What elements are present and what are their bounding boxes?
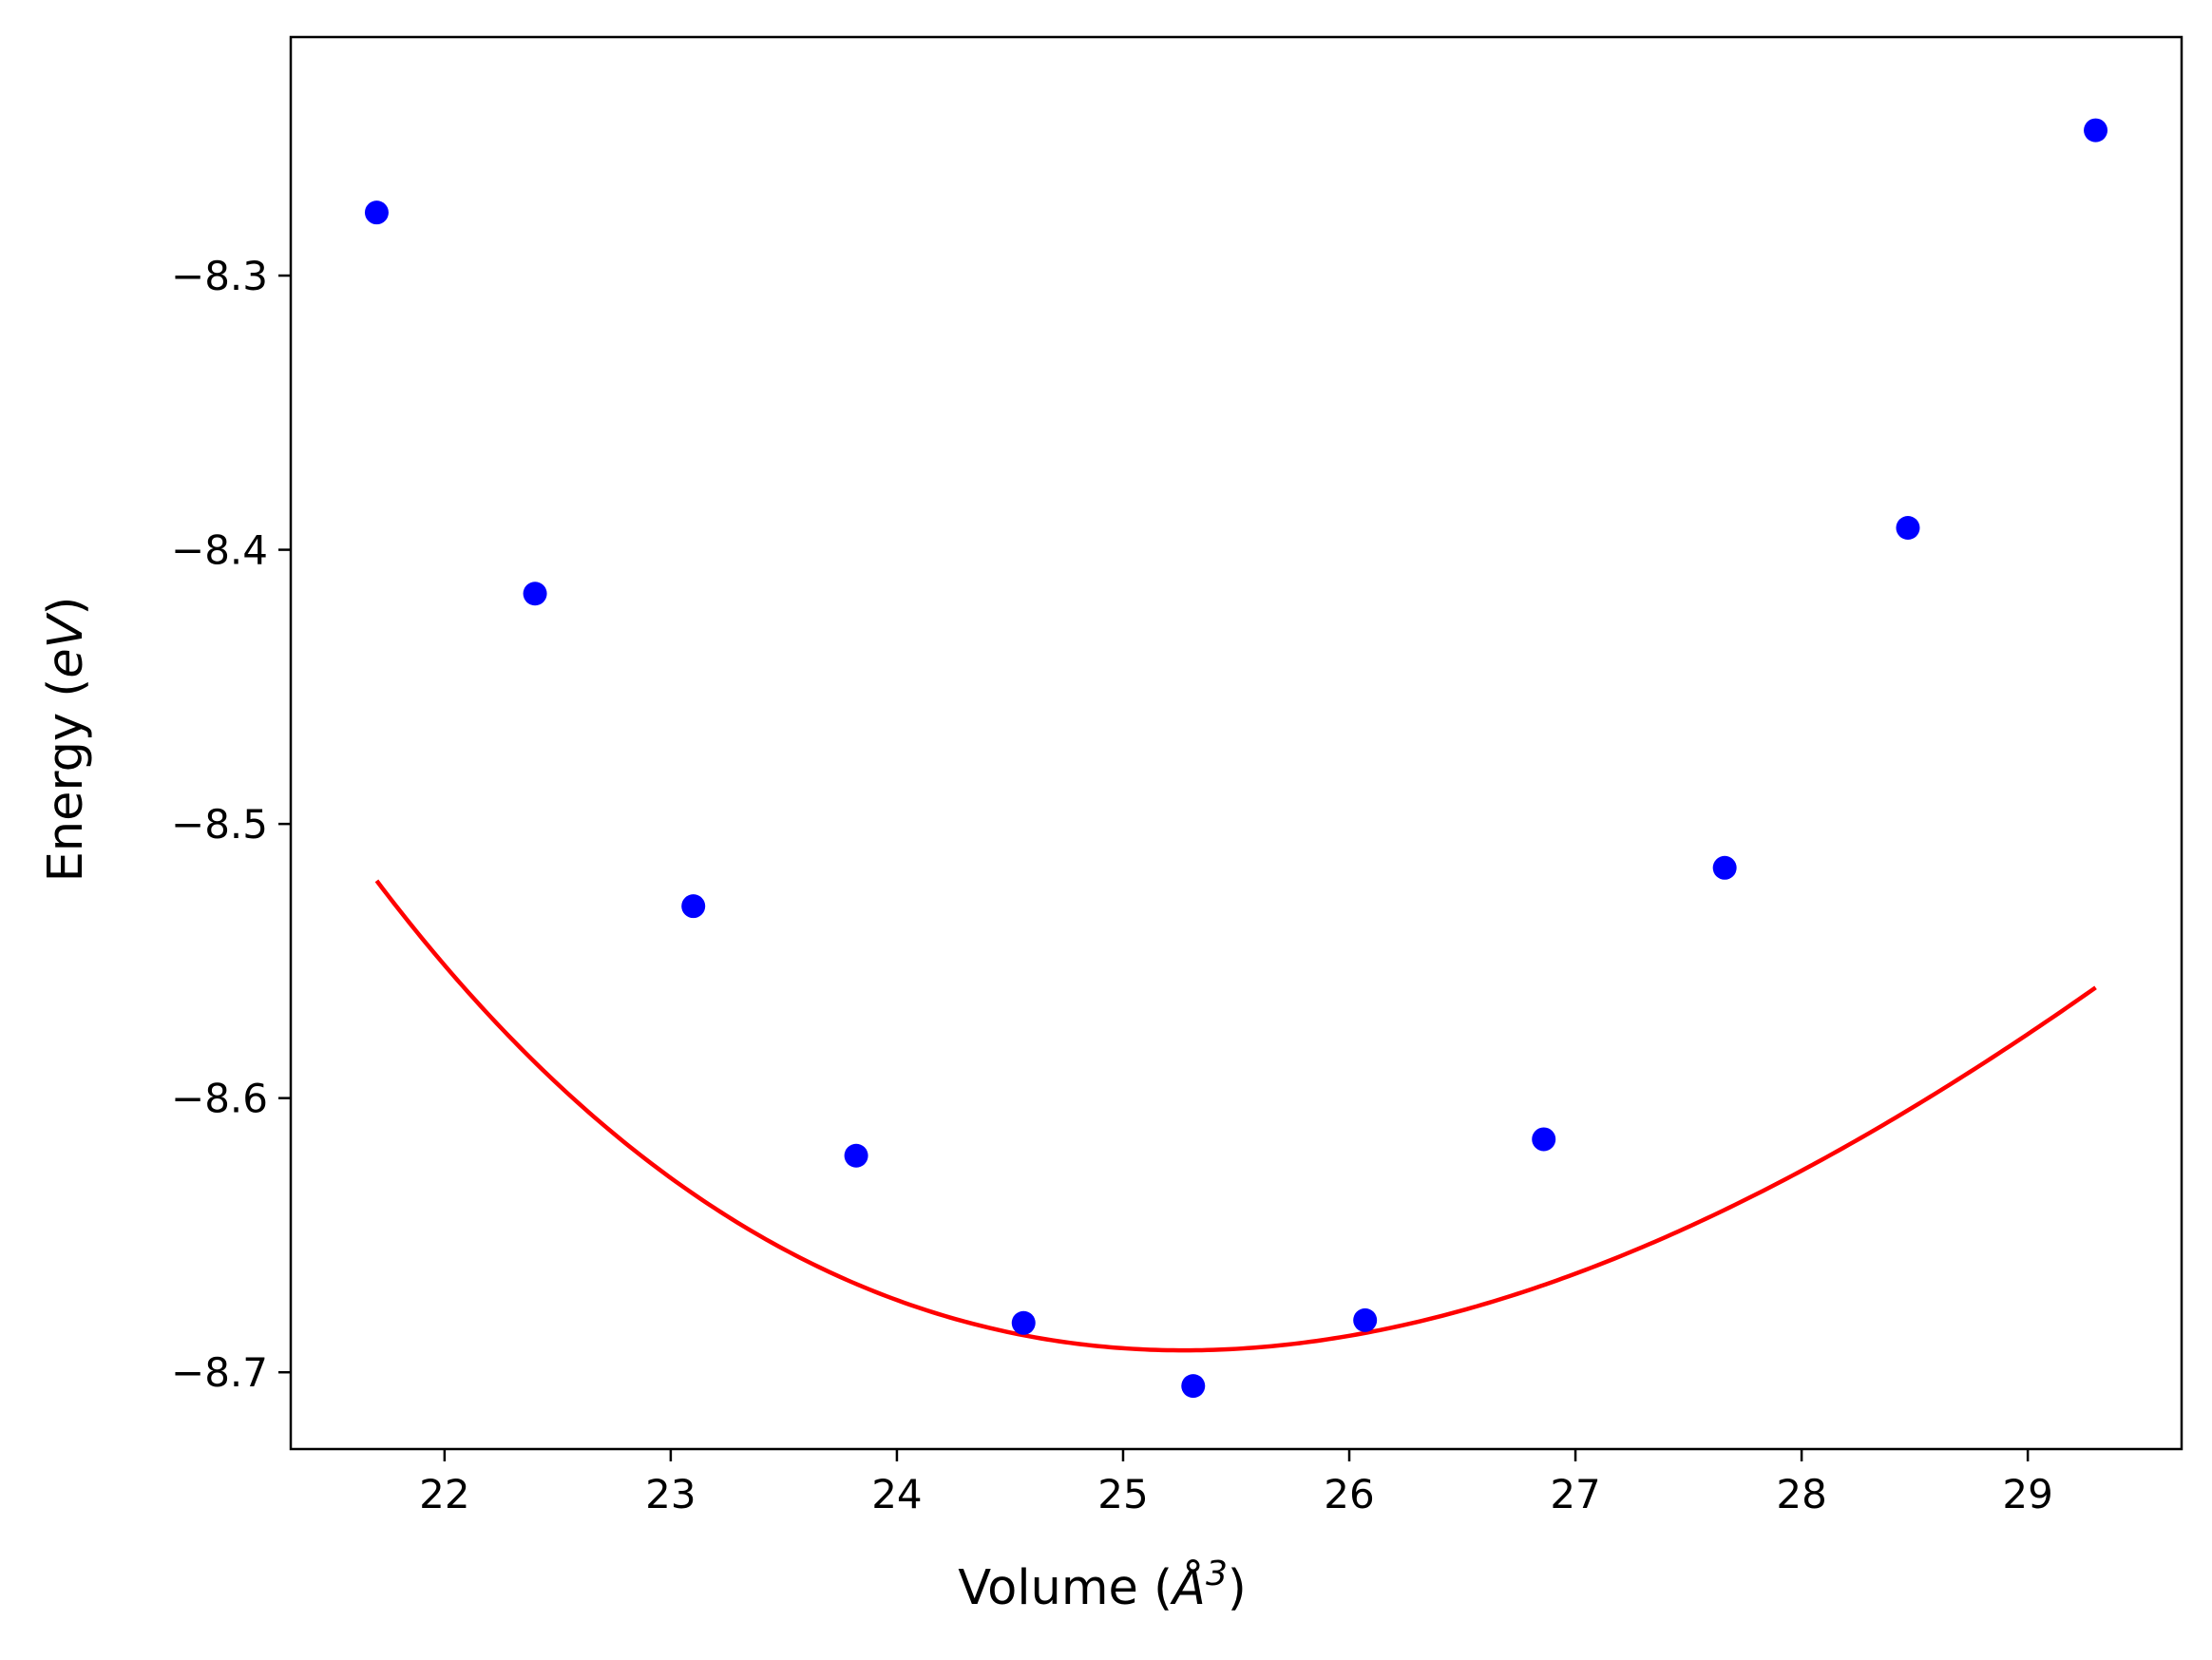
data-point: [1532, 1127, 1556, 1152]
data-point: [1181, 1374, 1206, 1399]
y-axis-label-prefix: Energy (: [38, 678, 94, 883]
data-point: [523, 582, 547, 606]
x-tick-label: 27: [1550, 1471, 1600, 1517]
data-point: [364, 200, 389, 225]
y-tick-label: −8.5: [171, 801, 268, 848]
y-tick-label: −8.4: [171, 527, 268, 574]
data-point: [2084, 118, 2108, 143]
x-tick-label: 28: [1776, 1471, 1826, 1517]
y-axis-label-unit: eV: [38, 612, 94, 677]
data-point: [1896, 515, 1920, 540]
data-point: [681, 894, 706, 919]
x-axis-ticks: 22 23 24 25 26 27 28 29: [419, 1449, 2053, 1517]
x-tick-label: 25: [1097, 1471, 1148, 1517]
x-tick-label: 29: [2002, 1471, 2052, 1517]
x-axis-label-suffix: ): [1228, 1560, 1247, 1616]
y-axis-ticks: −8.3 −8.4 −8.5 −8.6 −8.7: [171, 253, 291, 1396]
y-axis-label: Energy (eV): [38, 597, 94, 883]
x-axis-label-exponent: 3: [1206, 1555, 1228, 1593]
x-axis-label-symbol: Å: [1170, 1557, 1206, 1616]
y-tick-label: −8.7: [171, 1349, 268, 1396]
data-point: [1011, 1310, 1036, 1335]
x-tick-label: 22: [419, 1471, 469, 1517]
y-tick-label: −8.6: [171, 1076, 268, 1122]
x-tick-label: 23: [645, 1471, 696, 1517]
y-axis-label-suffix: ): [38, 597, 94, 616]
x-tick-label: 24: [871, 1471, 922, 1517]
fit-curve-layer: [374, 879, 2097, 1353]
x-axis-label-prefix: Volume (: [958, 1560, 1173, 1616]
x-axis-label: Volume (Å3): [958, 1555, 1247, 1616]
data-point: [844, 1143, 868, 1168]
plot-area-frame: [289, 35, 2183, 1451]
data-point: [1712, 855, 1737, 880]
data-points-layer: [364, 118, 2108, 1399]
x-tick-label: 26: [1324, 1471, 1374, 1517]
y-tick-label: −8.3: [171, 253, 268, 299]
data-point: [1353, 1307, 1378, 1332]
fit-curve-line: [374, 879, 2097, 1353]
